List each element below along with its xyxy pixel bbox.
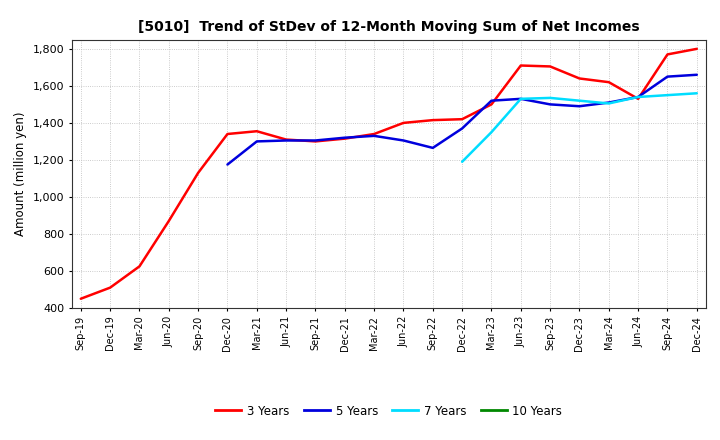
7 Years	[487, 129, 496, 135]
3 Years	[428, 117, 437, 123]
5 Years	[458, 126, 467, 131]
3 Years	[516, 63, 525, 68]
3 Years	[194, 170, 202, 176]
3 Years	[634, 96, 642, 102]
3 Years	[106, 285, 114, 290]
5 Years	[282, 138, 290, 143]
7 Years	[575, 98, 584, 103]
3 Years	[311, 139, 320, 144]
5 Years	[693, 72, 701, 77]
Line: 3 Years: 3 Years	[81, 49, 697, 299]
3 Years	[458, 117, 467, 122]
7 Years	[663, 92, 672, 98]
Title: [5010]  Trend of StDev of 12-Month Moving Sum of Net Incomes: [5010] Trend of StDev of 12-Month Moving…	[138, 20, 639, 34]
5 Years	[311, 138, 320, 143]
3 Years	[282, 137, 290, 142]
5 Years	[253, 139, 261, 144]
Legend: 3 Years, 5 Years, 7 Years, 10 Years: 3 Years, 5 Years, 7 Years, 10 Years	[210, 400, 567, 422]
5 Years	[516, 96, 525, 102]
7 Years	[546, 95, 554, 101]
7 Years	[605, 101, 613, 106]
5 Years	[546, 102, 554, 107]
5 Years	[605, 100, 613, 105]
Line: 7 Years: 7 Years	[462, 93, 697, 162]
Y-axis label: Amount (million yen): Amount (million yen)	[14, 112, 27, 236]
3 Years	[370, 132, 379, 137]
7 Years	[516, 96, 525, 102]
3 Years	[135, 264, 144, 269]
3 Years	[399, 120, 408, 125]
5 Years	[663, 74, 672, 79]
3 Years	[76, 296, 85, 301]
5 Years	[223, 162, 232, 167]
5 Years	[634, 94, 642, 99]
3 Years	[341, 136, 349, 141]
3 Years	[663, 52, 672, 57]
5 Years	[370, 133, 379, 139]
3 Years	[253, 128, 261, 134]
5 Years	[487, 98, 496, 103]
Line: 5 Years: 5 Years	[228, 75, 697, 165]
3 Years	[546, 64, 554, 69]
3 Years	[575, 76, 584, 81]
5 Years	[575, 103, 584, 109]
7 Years	[693, 91, 701, 96]
5 Years	[428, 145, 437, 150]
3 Years	[693, 46, 701, 51]
7 Years	[458, 159, 467, 165]
3 Years	[487, 102, 496, 107]
7 Years	[634, 94, 642, 99]
3 Years	[223, 132, 232, 137]
5 Years	[399, 138, 408, 143]
5 Years	[341, 135, 349, 140]
3 Years	[164, 218, 173, 224]
3 Years	[605, 80, 613, 85]
